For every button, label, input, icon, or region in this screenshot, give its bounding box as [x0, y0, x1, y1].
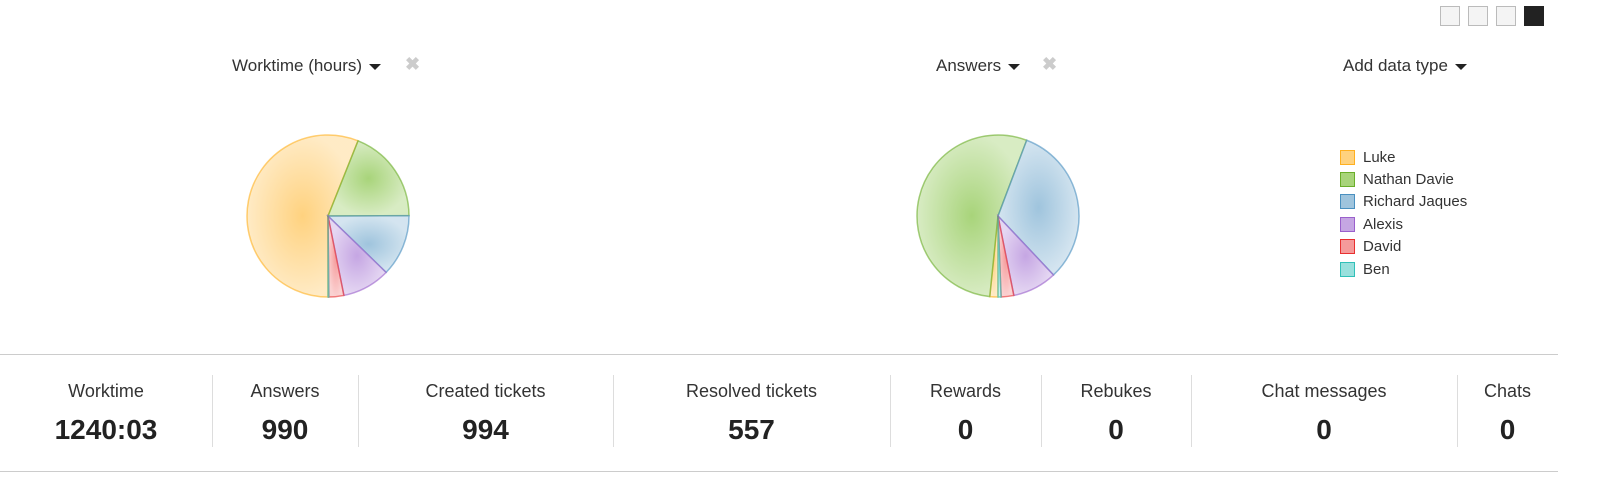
- bar-chart-icon[interactable]: [1496, 6, 1516, 26]
- stats-bar: Worktime 1240:03 Answers 990 Created tickets…: [0, 354, 1558, 472]
- stat-value: 990: [261, 414, 309, 445]
- chart1-data-type-dropdown[interactable]: Worktime (hours): [232, 56, 382, 76]
- legend-item[interactable]: Nathan Davie: [1340, 168, 1467, 190]
- legend: Luke Nathan Davie Richard Jaques Alexis Davi…: [1340, 146, 1467, 280]
- legend-swatch: [1340, 172, 1355, 188]
- pie-slice-ben[interactable]: [327, 215, 330, 298]
- stat-value: 1240:03: [54, 414, 158, 445]
- pie-slice-luke[interactable]: [246, 134, 360, 298]
- legend-swatch: [1340, 216, 1355, 232]
- stat-resolved-tickets: Resolved tickets 557: [613, 375, 890, 447]
- pie-slice-ben[interactable]: [997, 215, 1002, 298]
- stat-value: 994: [462, 414, 509, 445]
- line-chart-icon[interactable]: [1468, 6, 1488, 26]
- stat-label: Chats: [1483, 381, 1532, 401]
- area-chart-icon[interactable]: [1440, 6, 1460, 26]
- stat-label: Worktime: [68, 381, 144, 401]
- add-data-type-label: Add data type: [1343, 56, 1448, 75]
- legend-swatch: [1340, 194, 1355, 210]
- pie-slice-nathan-davie[interactable]: [916, 134, 1028, 298]
- remove-chart2-icon[interactable]: ✖: [1042, 54, 1058, 74]
- stat-value: 0: [1499, 414, 1516, 445]
- legend-swatch: [1340, 239, 1355, 255]
- legend-label: Alexis: [1363, 215, 1404, 233]
- pie-slice-richard-jaques[interactable]: [997, 139, 1080, 277]
- legend-item[interactable]: Richard Jaques: [1340, 191, 1467, 213]
- stat-answers: Answers 990: [212, 375, 358, 447]
- stat-divider: [1457, 375, 1458, 447]
- stat-label: Created tickets: [425, 381, 546, 401]
- chart2-title: Answers: [936, 56, 1002, 75]
- legend-label: David: [1363, 238, 1402, 256]
- stat-label: Answers: [250, 381, 320, 401]
- chart1-title: Worktime (hours): [232, 56, 363, 75]
- stat-value: 557: [728, 414, 775, 445]
- legend-label: Ben: [1363, 260, 1390, 278]
- stat-chat-messages: Chat messages 0: [1191, 375, 1457, 447]
- caret-down-icon: [1454, 63, 1467, 70]
- stat-worktime: Worktime 1240:03: [0, 375, 212, 447]
- pie-chart-icon[interactable]: [1524, 6, 1544, 26]
- legend-item[interactable]: Luke: [1340, 146, 1467, 168]
- legend-swatch: [1340, 261, 1355, 277]
- stat-divider: [358, 375, 359, 447]
- legend-label: Nathan Davie: [1363, 171, 1454, 189]
- legend-item[interactable]: Alexis: [1340, 213, 1467, 235]
- stat-rebukes: Rebukes 0: [1041, 375, 1191, 447]
- legend-label: Luke: [1363, 148, 1396, 166]
- stat-value: 0: [1316, 414, 1332, 445]
- add-data-type-dropdown[interactable]: Add data type: [1343, 56, 1467, 76]
- legend-swatch: [1340, 149, 1355, 165]
- stat-label: Resolved tickets: [685, 381, 818, 401]
- caret-down-icon: [369, 63, 382, 70]
- chart2-data-type-dropdown[interactable]: Answers: [936, 56, 1021, 76]
- stat-created-tickets: Created tickets 994: [358, 375, 613, 447]
- stat-divider: [613, 375, 614, 447]
- stat-label: Rewards: [929, 381, 1002, 401]
- pie-charts: [246, 134, 1080, 298]
- pie-slice-richard-jaques[interactable]: [326, 214, 410, 274]
- remove-chart1-icon[interactable]: ✖: [405, 54, 421, 74]
- stat-chats: Chats 0: [1457, 375, 1558, 447]
- stat-label: Rebukes: [1080, 381, 1152, 401]
- stat-label: Chat messages: [1261, 381, 1387, 401]
- caret-down-icon: [1008, 63, 1021, 70]
- stat-value: 0: [1108, 414, 1124, 445]
- stat-value: 0: [957, 414, 974, 445]
- stat-divider: [212, 375, 213, 447]
- stat-divider: [1041, 375, 1042, 447]
- stat-divider: [1191, 375, 1192, 447]
- stat-rewards: Rewards 0: [890, 375, 1041, 447]
- legend-item[interactable]: David: [1340, 236, 1467, 258]
- legend-item[interactable]: Ben: [1340, 258, 1467, 280]
- chart-type-toolbar: [1440, 6, 1544, 26]
- legend-label: Richard Jaques: [1363, 193, 1468, 211]
- pie-slice-nathan-davie[interactable]: [326, 139, 410, 217]
- stat-divider: [890, 375, 891, 447]
